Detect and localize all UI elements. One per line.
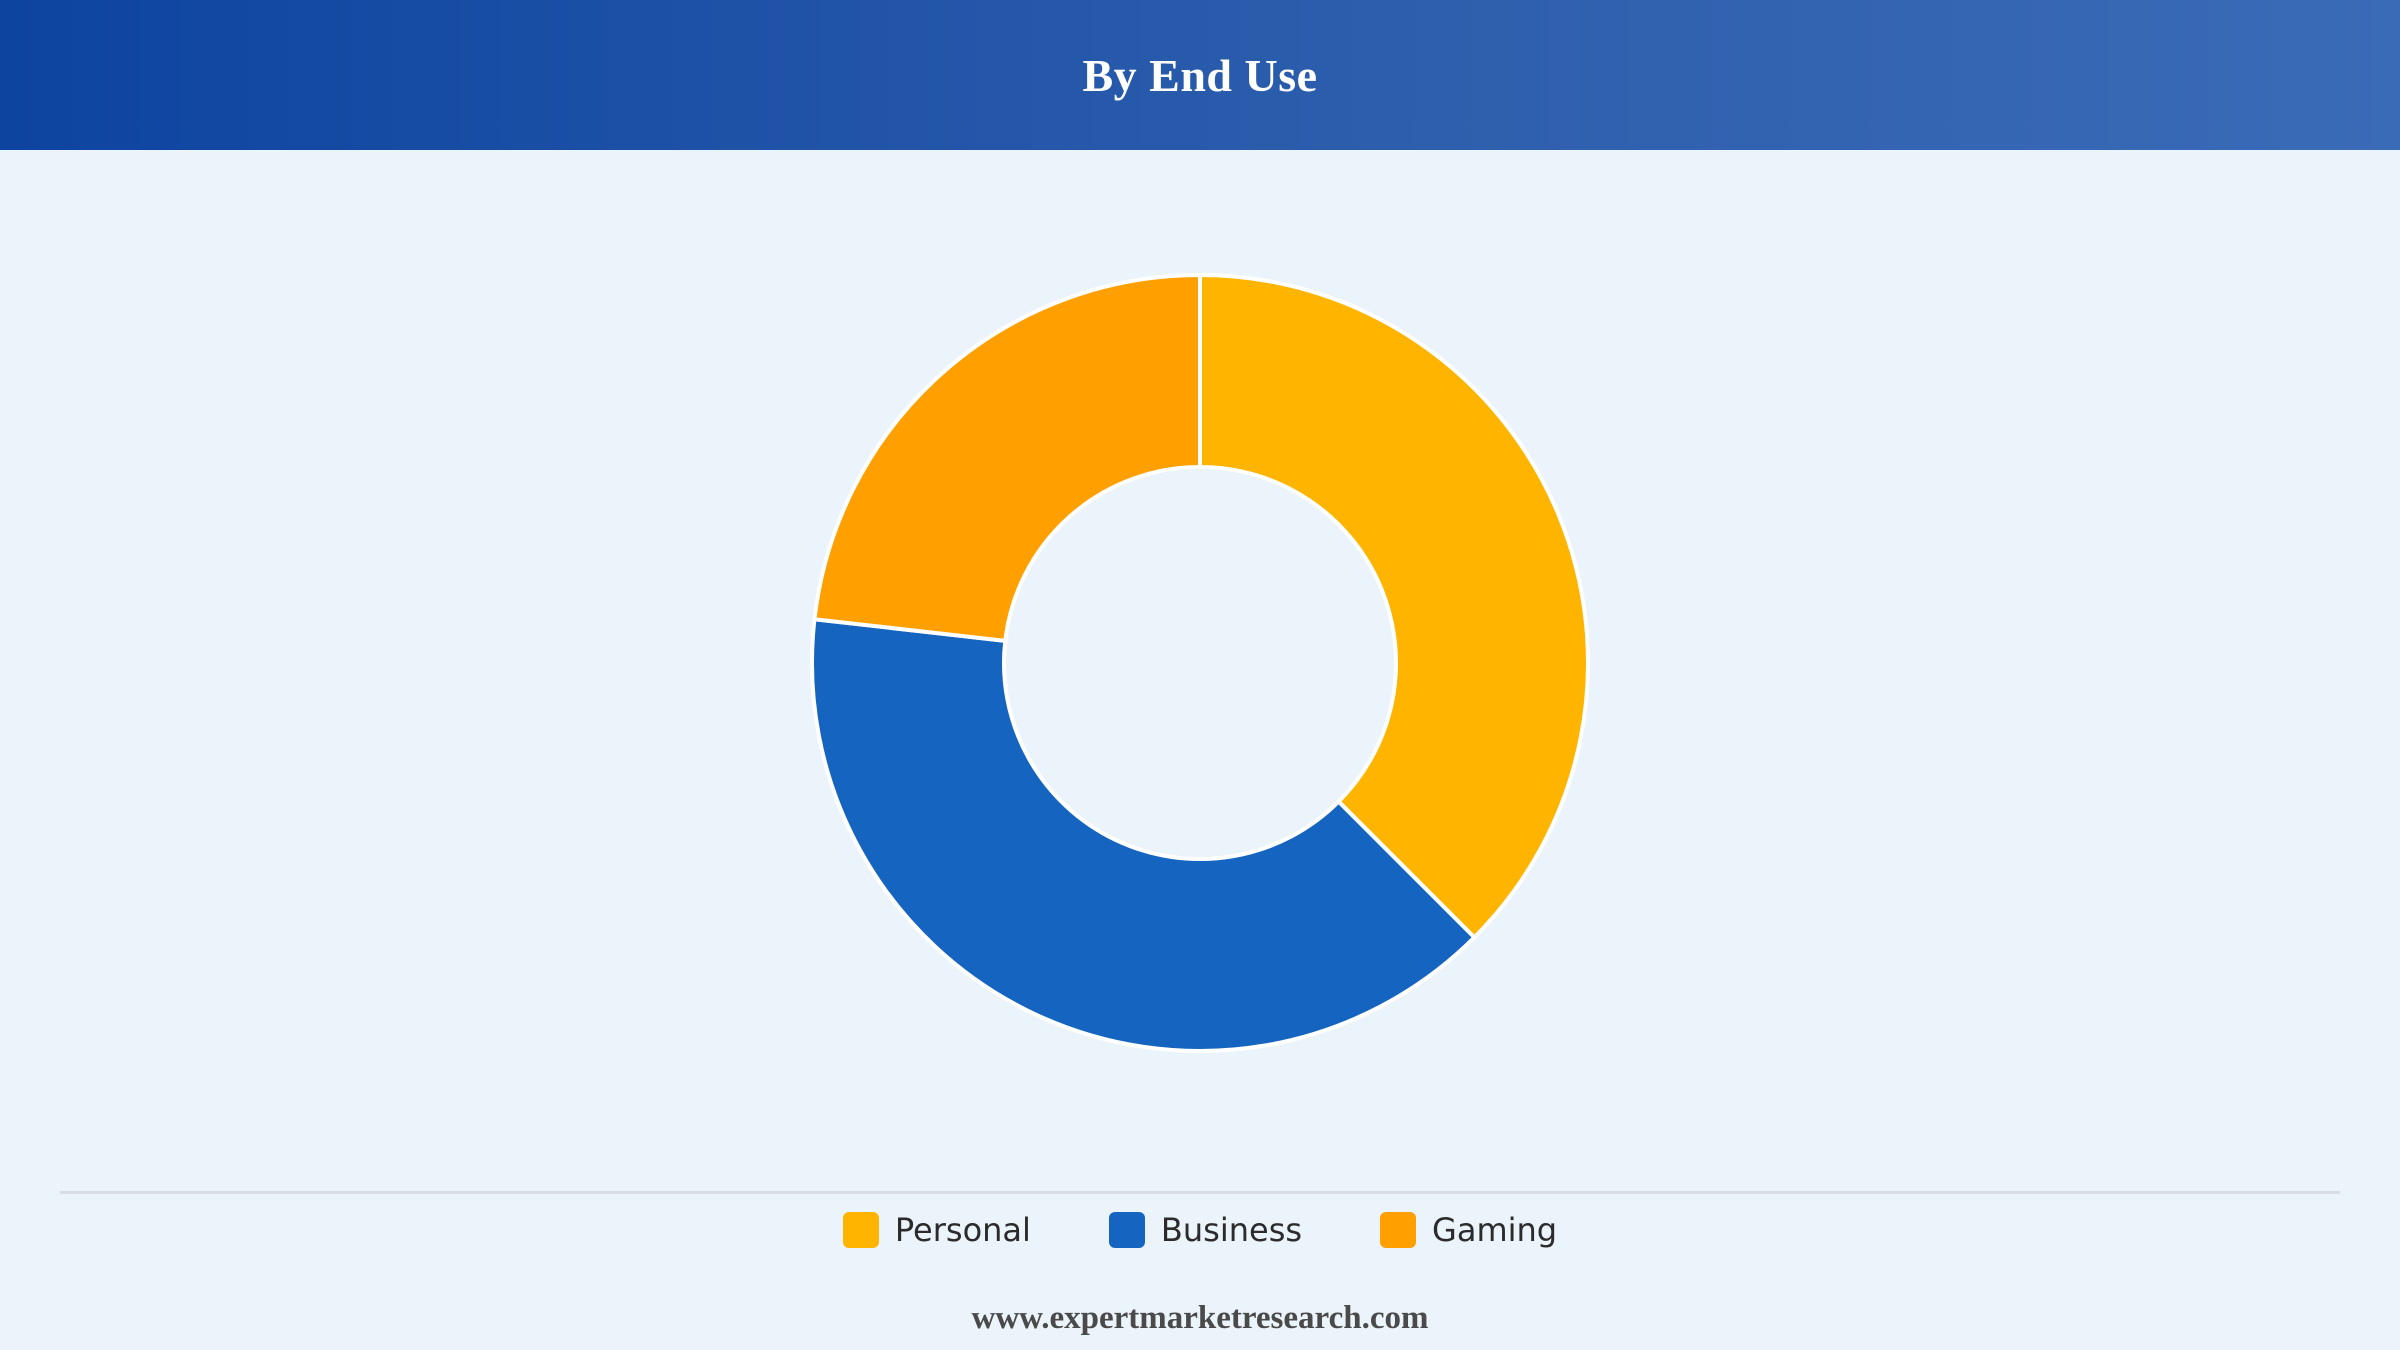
legend-label-business: Business xyxy=(1160,1211,1303,1249)
legend-divider xyxy=(60,1191,2340,1194)
legend-swatch-personal xyxy=(842,1212,879,1248)
legend: Personal Business Gaming xyxy=(0,1205,2400,1255)
legend-swatch-business xyxy=(1108,1212,1145,1248)
legend-label-personal: Personal xyxy=(894,1211,1031,1249)
chart-title: By End Use xyxy=(1082,49,1318,101)
legend-swatch-gaming xyxy=(1380,1212,1417,1248)
source-footer: www.expertmarketresearch.com xyxy=(971,1300,1429,1336)
legend-item-business[interactable]: Business xyxy=(1108,1211,1303,1249)
donut-chart xyxy=(810,273,1590,1053)
legend-item-personal[interactable]: Personal xyxy=(842,1211,1031,1249)
header-banner: By End Use xyxy=(0,0,2400,150)
donut-slice-personal[interactable] xyxy=(1198,273,1590,940)
legend-label-gaming: Gaming xyxy=(1432,1211,1558,1249)
legend-item-gaming[interactable]: Gaming xyxy=(1380,1211,1557,1249)
donut-slice-business[interactable] xyxy=(810,617,1477,1053)
donut-slice-gaming[interactable] xyxy=(812,273,1202,643)
